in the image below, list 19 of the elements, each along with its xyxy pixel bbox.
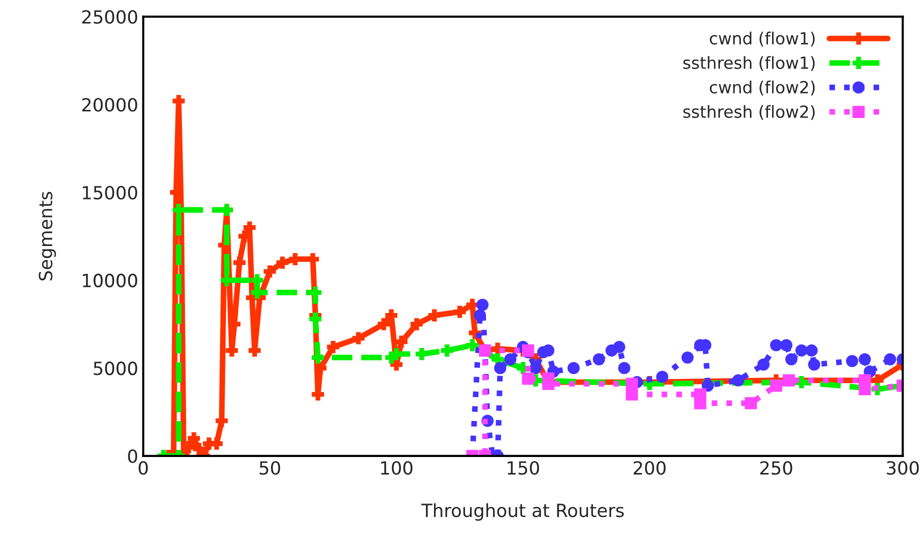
x-tick-label: 200 [634,461,666,475]
y-tick-label: 10000 [82,274,138,288]
x-axis-title: Throughout at Routers [421,503,624,521]
x-tick-label: 250 [760,461,792,475]
y-tick-label: 25000 [82,10,138,24]
legend-label: cwnd (flow2) [710,80,815,96]
legend-label: ssthresh (flow1) [683,56,815,72]
legend-label: cwnd (flow1) [710,32,815,47]
y-axis-title: Segments [38,192,56,280]
x-tick-label: 50 [260,461,280,475]
y-tick-label: 20000 [82,98,138,112]
x-tick-label: 100 [381,461,412,475]
y-tick-label: 0 [128,449,138,464]
y-tick-label: 5000 [94,362,138,376]
y-tick-label: 15000 [82,186,138,200]
x-tick-label: 0 [138,461,148,475]
legend-label: ssthresh (flow2) [683,105,815,120]
x-tick-label: 150 [508,461,540,475]
x-tick-label: 300 [886,461,919,475]
